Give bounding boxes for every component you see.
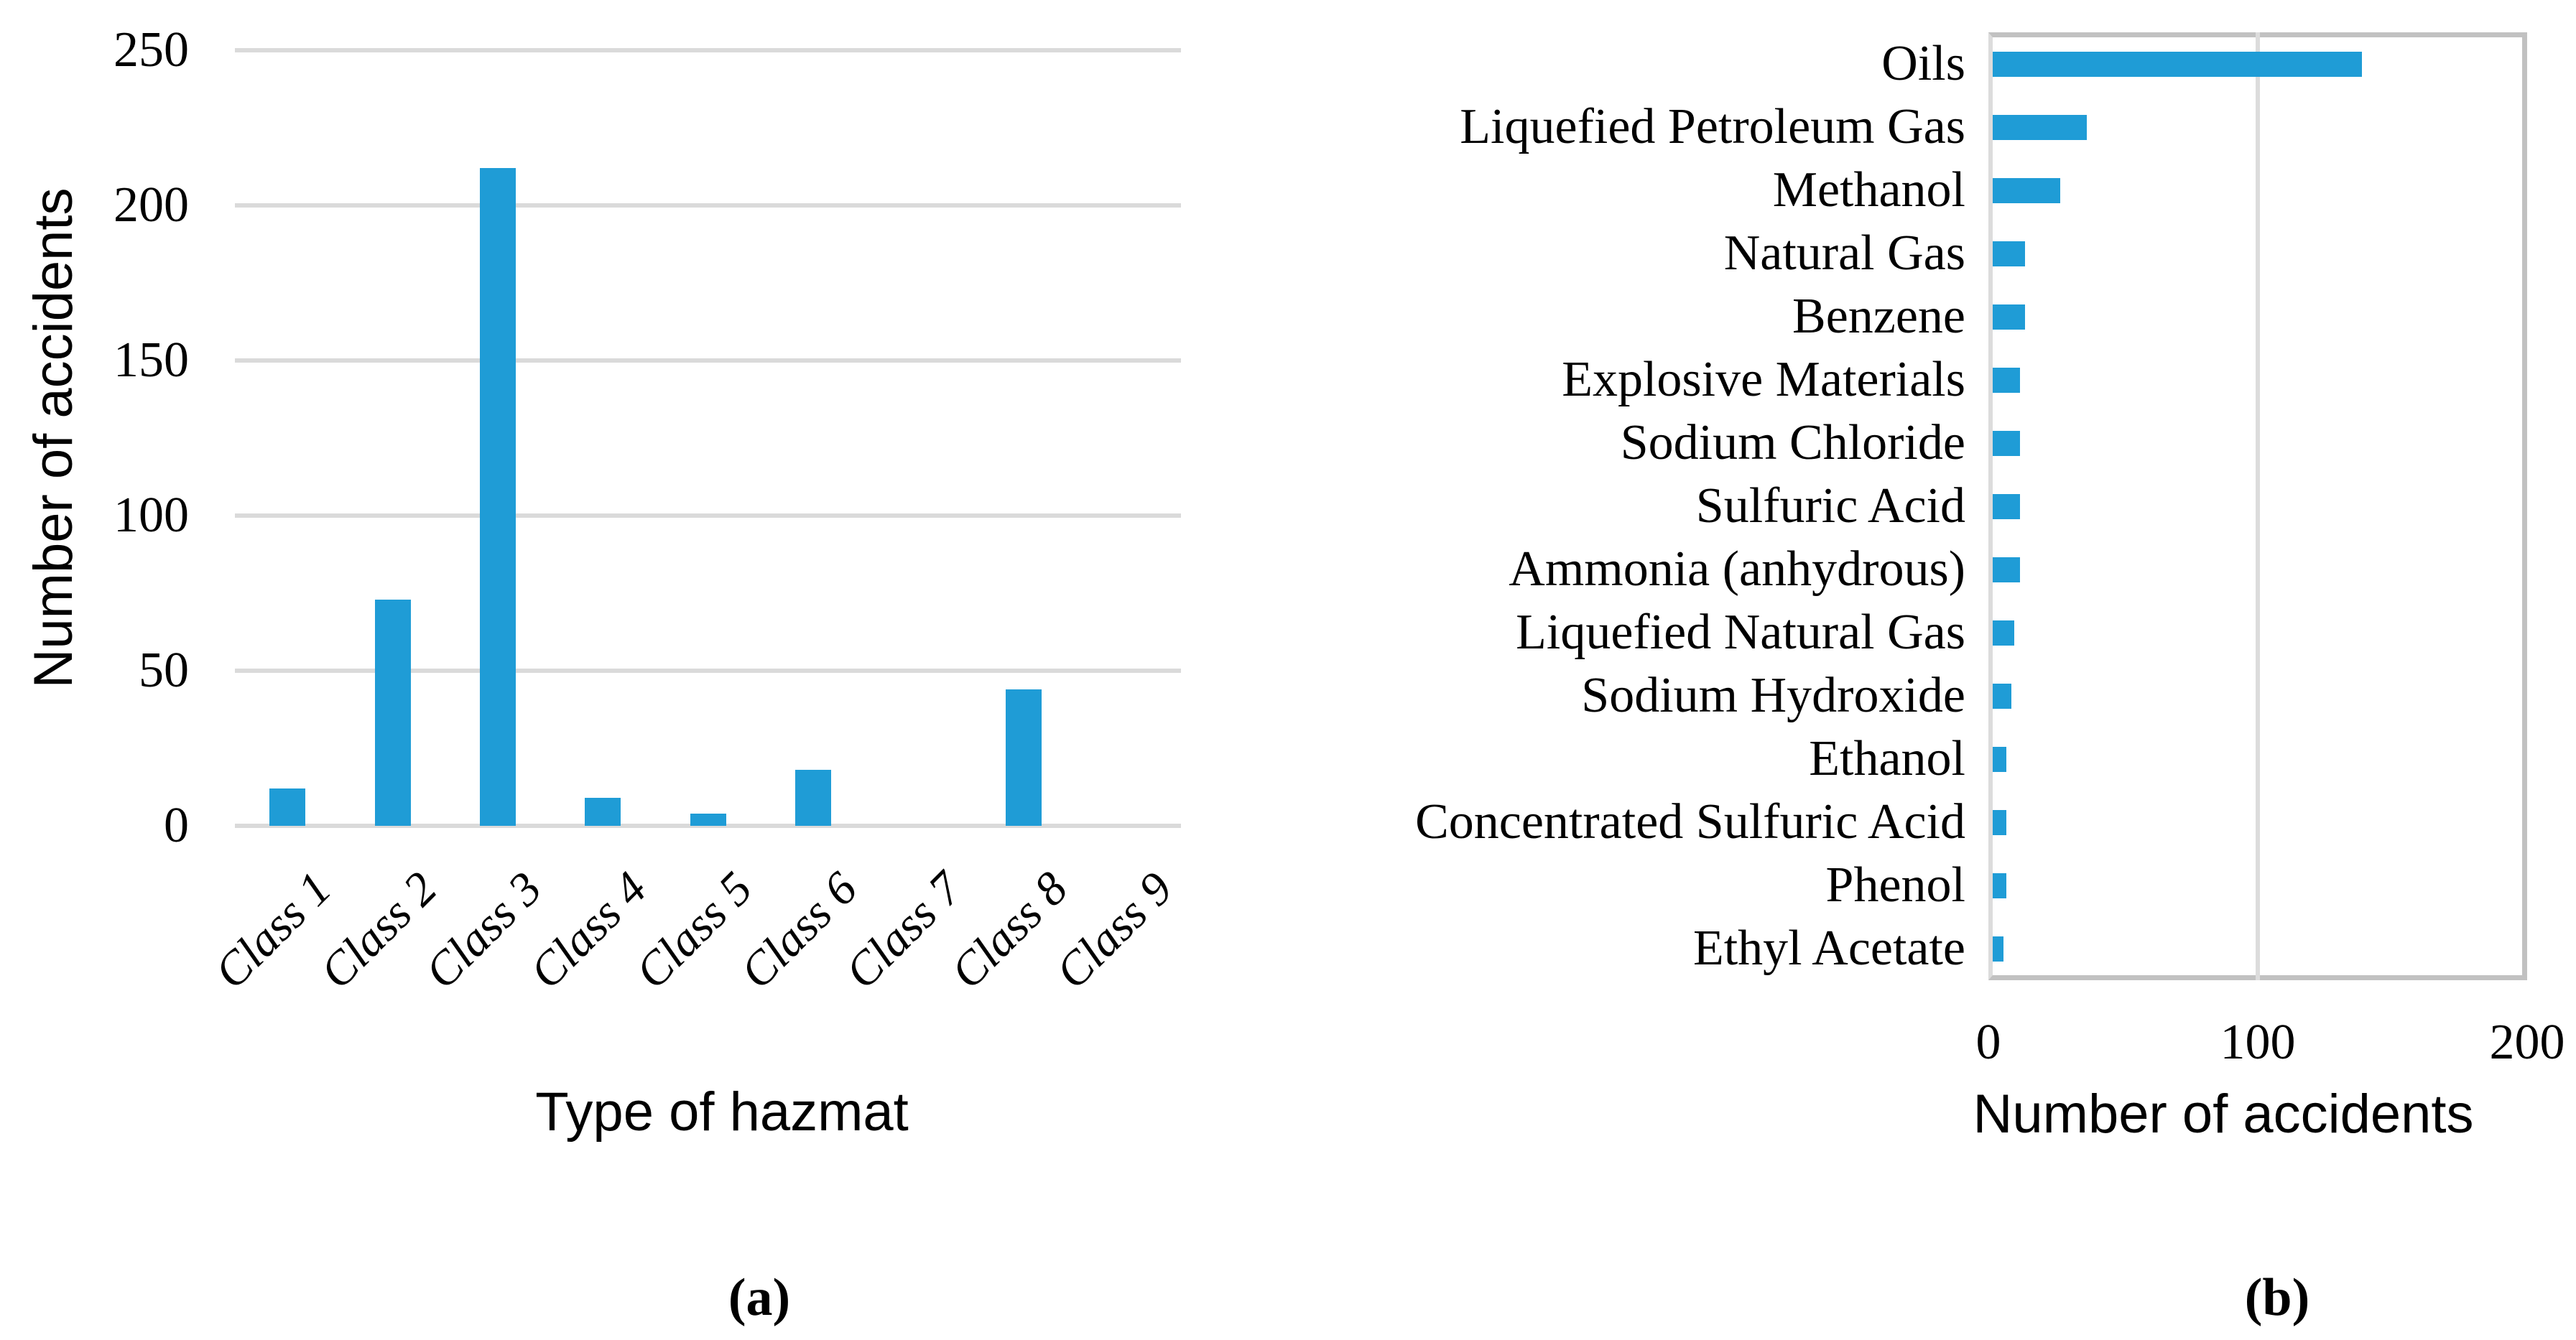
panel-a-gridline-200: [235, 203, 1181, 208]
panel-b-bar-sulfuric-acid: [1993, 493, 2020, 519]
panel-a-gridline-50: [235, 669, 1181, 673]
panel-b-category-label-sodium-chloride: Sodium Chloride: [1620, 415, 1965, 470]
panel-b-category-label-explosive-materials: Explosive Materials: [1562, 352, 1965, 407]
panel-a-caption: (a): [728, 1268, 791, 1327]
panel-b-category-label-natural-gas: Natural Gas: [1723, 225, 1965, 281]
panel-a-vertical-bar-chart: 0 50 100 150 200 250 Class 1 Class 2 Class 3 Cla…: [23, 22, 1183, 1327]
panel-b-category-label-oils: Oils: [1881, 36, 1965, 91]
panel-b-bar-oils: [1993, 51, 2362, 77]
panel-a-bar-class-2: [374, 599, 411, 826]
panel-b-gridline-100: [2256, 32, 2260, 980]
panel-a-ytick-200: 200: [113, 177, 189, 233]
panel-a-ytick-150: 150: [113, 332, 189, 388]
panel-a-gridline-150: [235, 358, 1181, 363]
panel-b-category-label-ethanol: Ethanol: [1809, 731, 1965, 786]
panel-b-bar-explosive-materials: [1993, 367, 2020, 393]
panel-b-category-label-concentrated-sulfuric-acid: Concentrated Sulfuric Acid: [1415, 794, 1965, 850]
panel-b-bar-sodium-hydroxide: [1993, 683, 2012, 709]
panel-b-bar-sodium-chloride: [1993, 430, 2020, 456]
panel-b-category-label-ammonia-anhydrous: Ammonia (anhydrous): [1509, 541, 1965, 597]
panel-b-category-label-sodium-hydroxide: Sodium Hydroxide: [1581, 668, 1965, 723]
panel-a-category-label-class-9: Class 9: [1045, 862, 1183, 999]
panel-a-bar-class-5: [690, 813, 726, 826]
panel-b-category-label-liquefied-petroleum-gas: Liquefied Petroleum Gas: [1460, 99, 1965, 154]
panel-b-bar-concentrated-sulfuric-acid: [1993, 809, 2006, 835]
panel-b-xtick-0: 0: [1975, 1015, 2001, 1070]
panel-b-bar-phenol: [1993, 873, 2006, 898]
panel-b-category-label-sulfuric-acid: Sulfuric Acid: [1695, 478, 1965, 534]
panel-a-ytick-250: 250: [113, 22, 189, 78]
panel-a-ytick-100: 100: [113, 488, 189, 543]
panel-a-gridline-100: [235, 513, 1181, 518]
panel-b-bar-methanol: [1993, 177, 2060, 203]
panel-a-category-label-class-4: Class 4: [519, 862, 657, 999]
panel-b-x-axis-title: Number of accidents: [1973, 1084, 2474, 1145]
panel-a-ytick-50: 50: [139, 643, 189, 698]
panel-a-category-label-class-5: Class 5: [625, 862, 762, 999]
panel-b-xtick-200: 200: [2489, 1015, 2565, 1070]
panel-a-gridline-0: [235, 824, 1181, 828]
panel-a-y-axis-title: Number of accidents: [23, 187, 84, 689]
panel-b-category-label-benzene: Benzene: [1792, 289, 1965, 344]
panel-b-bar-liquefied-natural-gas: [1993, 620, 2014, 646]
panel-a-category-label-class-1: Class 1: [204, 862, 342, 999]
panel-b-caption: (b): [2244, 1268, 2310, 1327]
panel-a-category-label-class-6: Class 6: [730, 862, 868, 999]
panel-b-bar-ethanol: [1993, 746, 2006, 772]
panel-b-bar-natural-gas: [1993, 241, 2025, 266]
panel-a-category-label-class-3: Class 3: [414, 862, 552, 999]
panel-a-gridline-250: [235, 48, 1181, 52]
panel-b-bar-liquefied-petroleum-gas: [1993, 114, 2088, 140]
panel-b-category-label-liquefied-natural-gas: Liquefied Natural Gas: [1516, 605, 1965, 660]
panel-a-bar-class-4: [585, 798, 621, 826]
panel-a-bar-class-8: [1005, 689, 1042, 826]
panel-b-category-label-phenol: Phenol: [1825, 857, 1965, 913]
panel-a-x-axis-title: Type of hazmat: [535, 1081, 909, 1143]
panel-a-bar-class-3: [479, 168, 516, 826]
panel-b-category-label-ethyl-acetate: Ethyl Acetate: [1692, 921, 1965, 976]
panel-b-bar-ammonia-anhydrous: [1993, 557, 2020, 582]
panel-b-xtick-100: 100: [2220, 1015, 2296, 1070]
panel-a-bar-class-6: [794, 770, 831, 826]
panel-a-category-label-class-8: Class 8: [940, 862, 1078, 999]
panel-b-category-label-methanol: Methanol: [1772, 162, 1965, 218]
panel-a-bar-class-1: [269, 788, 306, 826]
panel-b-bar-ethyl-acetate: [1993, 936, 2003, 962]
panel-b-bar-benzene: [1993, 304, 2025, 330]
panel-a-ytick-0: 0: [164, 798, 189, 853]
panel-a-category-label-class-7: Class 7: [835, 862, 973, 999]
panel-a-category-label-class-2: Class 2: [310, 862, 447, 999]
